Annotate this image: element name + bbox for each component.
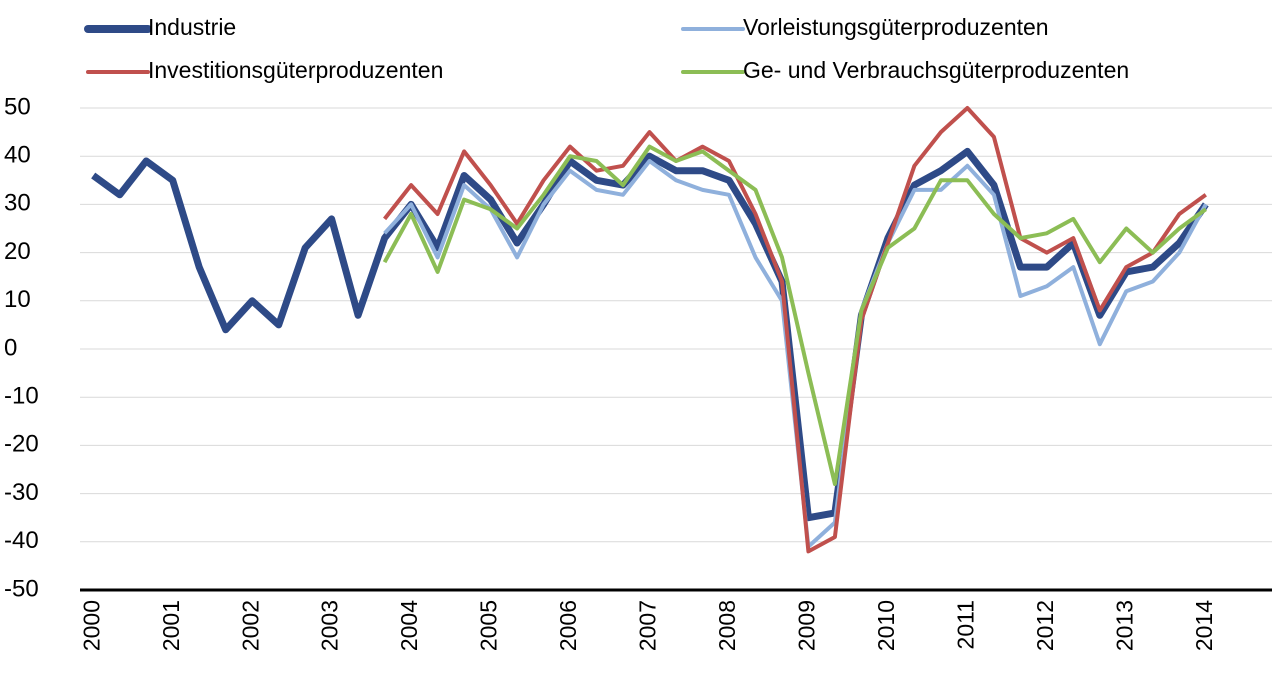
x-tick-label: 2001 — [158, 600, 184, 651]
x-tick-label: 2014 — [1191, 600, 1217, 651]
series-line — [91, 147, 1209, 522]
y-tick-label: 50 — [4, 93, 31, 120]
legend-label: Investitionsgüterproduzenten — [148, 57, 443, 83]
y-tick-label: 0 — [4, 334, 17, 361]
y-tick-label: -20 — [4, 431, 39, 458]
x-tick-label: 2011 — [952, 600, 978, 649]
series-line — [383, 106, 1207, 554]
y-tick-label: 30 — [4, 190, 31, 217]
y-tick-label: -40 — [4, 527, 39, 554]
series-line — [382, 144, 1207, 486]
legend-label: Ge- und Verbrauchsgüterproduzenten — [743, 57, 1129, 83]
y-tick-label: -50 — [4, 575, 39, 602]
y-tick-label: 20 — [4, 238, 31, 265]
x-tick-label: 2002 — [237, 600, 263, 651]
x-tick-label: 2013 — [1111, 600, 1137, 651]
x-tick-label: 2003 — [317, 600, 343, 651]
x-tick-label: 2008 — [714, 600, 740, 651]
x-tick-label: 2005 — [476, 600, 502, 651]
x-tick-label: 2006 — [555, 600, 581, 651]
x-tick-label: 2004 — [396, 600, 422, 651]
x-tick-label: 2007 — [635, 600, 661, 651]
x-tick-label: 2009 — [794, 600, 820, 651]
legend-label: Vorleistungsgüterproduzenten — [743, 14, 1049, 40]
x-tick-label: 2010 — [873, 600, 899, 651]
y-tick-label: 10 — [4, 286, 31, 313]
series-line — [383, 159, 1208, 549]
x-tick-label: 2000 — [78, 600, 104, 651]
y-tick-label: -10 — [4, 383, 39, 410]
x-tick-label: 2012 — [1032, 600, 1058, 651]
y-tick-label: -30 — [4, 479, 39, 506]
legend-label: Industrie — [148, 14, 236, 40]
y-tick-label: 40 — [4, 142, 31, 169]
